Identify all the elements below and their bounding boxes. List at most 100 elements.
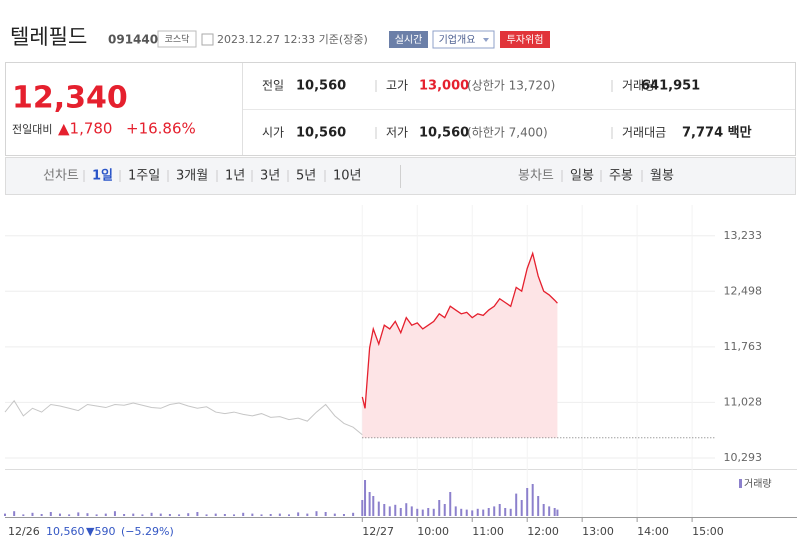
volume-bar bbox=[471, 510, 474, 516]
volume-bar bbox=[361, 500, 364, 516]
volume-bar bbox=[388, 506, 391, 516]
volume-bar bbox=[542, 504, 545, 516]
period-tab[interactable]: 1일 bbox=[92, 169, 113, 184]
candle-tab[interactable]: 일봉 bbox=[570, 169, 594, 184]
calendar-icon bbox=[201, 33, 214, 46]
volume-bar bbox=[22, 514, 25, 516]
volume-label: 거래량 bbox=[744, 478, 772, 490]
period-tab[interactable]: 1주일 bbox=[128, 169, 160, 184]
change-value: ▲1,780 bbox=[58, 120, 112, 138]
period-tab[interactable]: 3년 bbox=[260, 169, 280, 184]
item-label: 고가 bbox=[386, 79, 408, 93]
volume-bar bbox=[454, 506, 457, 516]
volume-bar bbox=[168, 514, 171, 516]
volume-bar bbox=[40, 514, 43, 516]
period-tab[interactable]: 1년 bbox=[225, 169, 245, 184]
volume-bar bbox=[113, 511, 116, 516]
y-tick-label: 10,293 bbox=[724, 451, 763, 464]
volume-bar bbox=[410, 506, 413, 516]
volume-bar bbox=[68, 514, 71, 516]
volume-bar bbox=[233, 514, 236, 516]
volume-bar bbox=[77, 512, 80, 516]
x-tick-label: 14:00 bbox=[637, 525, 669, 538]
item-label: 거래량 bbox=[622, 79, 655, 93]
prev-change: ▼590 bbox=[86, 525, 115, 538]
period-tab[interactable]: 5년 bbox=[296, 169, 316, 184]
volume-bar bbox=[394, 504, 397, 516]
x-tick-label: 11:00 bbox=[472, 525, 504, 538]
market-badge bbox=[157, 30, 197, 48]
button-label[interactable]: 기업개요 bbox=[439, 33, 476, 46]
volume-bar bbox=[482, 509, 485, 516]
risk-button[interactable] bbox=[500, 31, 550, 48]
volume-bar bbox=[187, 513, 190, 516]
volume-bar bbox=[438, 500, 441, 516]
volume-bar bbox=[324, 512, 327, 516]
y-tick-label: 13,233 bbox=[724, 229, 763, 242]
volume-bar bbox=[178, 514, 181, 516]
volume-bar bbox=[260, 514, 263, 516]
x-tick-label: 15:00 bbox=[692, 525, 724, 538]
price-line bbox=[361, 251, 558, 409]
tab-group-label: 봉차트 bbox=[518, 169, 554, 184]
volume-bar bbox=[443, 504, 446, 516]
volume-bar bbox=[449, 492, 452, 516]
volume-bar bbox=[352, 512, 355, 516]
item-note: (하한가 7,400) bbox=[467, 126, 548, 140]
volume-bar bbox=[531, 484, 534, 516]
candle-tab[interactable]: 주봉 bbox=[609, 169, 633, 184]
volume-bar bbox=[537, 496, 540, 516]
volume-bar bbox=[342, 514, 345, 516]
change-label: 전일대비 bbox=[12, 122, 52, 136]
candle-tab[interactable]: 월봉 bbox=[650, 169, 674, 184]
volume-bar bbox=[498, 504, 501, 516]
volume-bar bbox=[556, 509, 559, 516]
button-label[interactable]: 실시간 bbox=[395, 34, 423, 46]
volume-bar bbox=[49, 512, 52, 516]
period-tab[interactable]: 3개월 bbox=[176, 169, 208, 184]
volume-bar bbox=[487, 508, 490, 516]
volume-bar bbox=[315, 511, 318, 516]
item-value: 10,560 bbox=[296, 79, 346, 94]
item-value: 13,000 bbox=[419, 79, 469, 94]
overview-button[interactable] bbox=[432, 30, 495, 49]
button-label[interactable]: 투자위험 bbox=[507, 33, 544, 46]
x-tick-label: 12/27 bbox=[362, 525, 394, 538]
volume-bar bbox=[58, 513, 61, 516]
period-tab[interactable]: 10년 bbox=[333, 169, 362, 184]
volume-bar bbox=[123, 514, 126, 516]
volume-bar bbox=[476, 508, 479, 516]
volume-bar bbox=[553, 508, 556, 516]
volume-bar bbox=[86, 513, 89, 516]
volume-legend-swatch bbox=[739, 479, 742, 488]
volume-bar bbox=[159, 513, 162, 516]
y-tick-label: 12,498 bbox=[724, 284, 763, 297]
tab-group-label: 선차트 bbox=[43, 169, 79, 184]
realtime-button[interactable] bbox=[389, 31, 428, 48]
volume-bar bbox=[465, 509, 468, 516]
x-tick-label: 10:00 bbox=[417, 525, 449, 538]
x-tick-label: 13:00 bbox=[582, 525, 614, 538]
volume-bar bbox=[383, 504, 386, 516]
volume-bar bbox=[509, 508, 512, 516]
item-value: 10,560 bbox=[296, 126, 346, 141]
volume-bar bbox=[368, 492, 371, 516]
volume-bar bbox=[95, 514, 98, 516]
volume-bar bbox=[278, 513, 281, 516]
volume-bar bbox=[306, 513, 309, 516]
area-fill bbox=[362, 253, 558, 438]
volume-bar bbox=[372, 496, 375, 516]
price-line bbox=[4, 399, 363, 436]
volume-bar bbox=[196, 512, 199, 516]
volume-bar bbox=[526, 488, 529, 516]
change-rate: +16.86% bbox=[126, 120, 196, 138]
volume-bar bbox=[288, 514, 290, 516]
volume-bar bbox=[416, 508, 419, 516]
volume-bar bbox=[515, 493, 518, 516]
stock-title: 텔레필드 bbox=[10, 25, 87, 49]
item-note: (상한가 13,720) bbox=[467, 79, 555, 93]
volume-bar bbox=[405, 503, 408, 516]
timestamp: 2023.12.27 12:33 기준(장중) bbox=[217, 33, 368, 46]
